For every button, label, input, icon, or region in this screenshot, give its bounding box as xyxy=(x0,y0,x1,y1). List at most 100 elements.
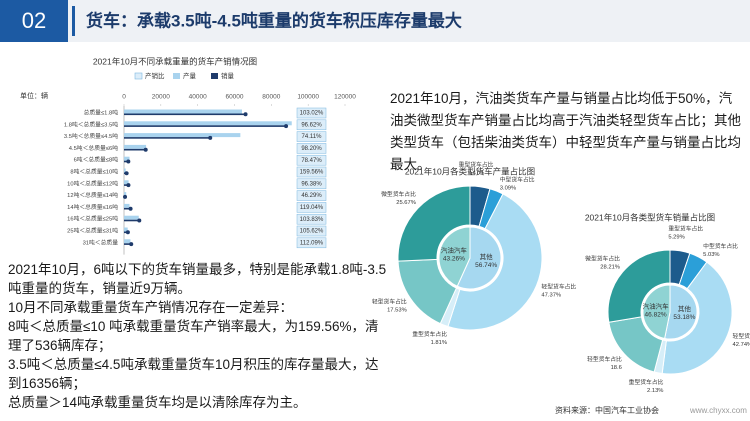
header-number: 02 xyxy=(22,8,46,33)
ratio-label: 103.02% xyxy=(300,111,324,117)
chart-title: 2021年10月各类型货车产量占比图 xyxy=(405,166,535,176)
slice-value: 42.74% xyxy=(733,342,750,348)
slice-name: 微型货车占比 xyxy=(381,190,416,198)
slice-name: 轻型货车占比 xyxy=(541,283,576,291)
ratio-box xyxy=(296,225,327,237)
legend-label: 产销比 xyxy=(145,71,165,80)
ratio-box xyxy=(296,178,327,190)
header-bar xyxy=(0,0,750,42)
production-bar xyxy=(124,121,292,126)
category-label: 31吨＜总质量 xyxy=(83,238,119,246)
sales-bar xyxy=(124,113,246,116)
sales-bar xyxy=(124,137,211,139)
slice-value: 3.09% xyxy=(500,186,516,192)
slice-name: 重型货车占比 xyxy=(668,225,703,233)
header-number-box xyxy=(0,0,68,42)
legend-label: 销量 xyxy=(221,71,235,80)
slice-value: 25.67% xyxy=(396,200,416,206)
production-bar xyxy=(124,180,129,185)
ratio-box xyxy=(296,237,327,249)
sales-bar xyxy=(124,148,146,151)
legend-swatch xyxy=(211,73,218,79)
pie-slice xyxy=(456,226,502,290)
ratio-box xyxy=(296,166,327,178)
left-text: 2021年10月，6吨以下的货车销量最多，特别是能承载1.8吨-3.5吨重量的货… xyxy=(8,260,388,412)
slice-name: 重型货车占比 xyxy=(629,378,664,386)
category-label: 4.5吨＜总质量≤6吨 xyxy=(69,144,118,152)
production-bar xyxy=(124,192,127,197)
sales-dot xyxy=(129,242,134,247)
paragraph: 2021年10月，6吨以下的货车销量最多，特别是能承载1.8吨-3.5吨重量的货… xyxy=(8,262,387,296)
sales-dot xyxy=(125,230,130,235)
pie-slice xyxy=(661,261,733,375)
x-tick-label: 60000 xyxy=(225,94,243,101)
category-label: 1.8吨＜总质量≤3.5吨 xyxy=(64,120,118,128)
ratio-box xyxy=(296,143,327,154)
sales-dot xyxy=(143,147,148,152)
slice-value: 53.18% xyxy=(673,314,695,321)
slice-name: 其他 xyxy=(678,304,692,313)
sales-bar xyxy=(124,125,287,127)
sales-dot xyxy=(124,171,129,176)
paragraph: 总质量＞14吨承载重量货车均是以清除库存为主。 xyxy=(8,395,307,410)
x-tick-label: 80000 xyxy=(262,94,280,101)
ratio-label: 105.62% xyxy=(300,229,324,235)
slice-value: 5.03% xyxy=(703,252,719,258)
slice-value: 4.47% xyxy=(468,170,484,176)
slice-name: 汽油汽车 xyxy=(441,245,468,254)
production-bar xyxy=(124,156,130,161)
pie-slice xyxy=(642,284,671,340)
sales-bar xyxy=(124,219,140,222)
ratio-label: 74.11% xyxy=(302,134,323,140)
header-accent xyxy=(72,6,75,36)
sales-dot xyxy=(128,206,133,211)
right-text: 2021年10月，汽油类货车产量与销量占比均低于50%，汽油类微型货车产销量占比… xyxy=(390,91,741,172)
legend-label: 产量 xyxy=(183,71,197,80)
ratio-box xyxy=(296,154,327,166)
sales-dot xyxy=(137,218,142,223)
production-bar xyxy=(124,133,241,138)
slice-name: 其他 xyxy=(480,252,494,261)
ratio-label: 96.38% xyxy=(301,181,322,187)
category-label: 14吨＜总质量≤16吨 xyxy=(67,203,118,211)
slice-value: 18.6 xyxy=(611,365,622,371)
ratio-box xyxy=(296,119,327,131)
category-label: 10吨＜总质量≤12吨 xyxy=(67,179,118,187)
category-label: 25吨＜总质量≤31吨 xyxy=(67,227,118,235)
slice-value: 46.82% xyxy=(645,311,667,318)
slice-name: 重型货车占比 xyxy=(412,330,447,338)
slice-value: 2.13% xyxy=(647,388,663,394)
production-bar xyxy=(124,168,126,173)
ratio-label: 112.09% xyxy=(300,240,324,246)
ratio-label: 119.04% xyxy=(300,205,324,211)
slice-name: 轻型货车占比 xyxy=(587,355,622,363)
source: 资料来源：中国汽车工业协会 xyxy=(555,405,659,415)
ratio-label: 103.83% xyxy=(300,217,324,223)
ratio-box xyxy=(296,190,327,201)
slice-name: 重型货车占比 xyxy=(459,160,494,168)
category-label: 总质量≤1.8吨 xyxy=(84,109,119,117)
pie-slice xyxy=(664,284,698,340)
production-bar xyxy=(124,109,242,114)
pie-slice xyxy=(438,226,471,287)
pie-slice xyxy=(607,249,671,323)
x-tick-label: 40000 xyxy=(189,94,207,101)
sales-bar xyxy=(124,243,132,245)
slice-name: 中型货车占比 xyxy=(500,176,535,184)
category-label: 6吨＜总质量≤8吨 xyxy=(74,156,119,164)
slice-name: 轻型货车占比 xyxy=(733,332,750,340)
ratio-label: 159.56% xyxy=(300,170,324,176)
x-tick-label: 100000 xyxy=(297,94,319,101)
pie-slice xyxy=(447,193,543,331)
slice-name: 中型货车占比 xyxy=(703,242,738,250)
production-bar xyxy=(124,215,139,220)
legend-swatch xyxy=(134,72,143,80)
slice-value: 43.26% xyxy=(443,255,465,262)
sales-bar xyxy=(124,184,129,186)
production-bar xyxy=(124,239,131,244)
paragraph: 8吨＜总质量≤10 吨承载重量货车产销率最大，为159.56%，清理了536辆库… xyxy=(8,319,379,353)
slice-value: 17.53% xyxy=(387,308,407,314)
category-label: 3.5吨＜总质量≤4.5吨 xyxy=(64,132,118,140)
